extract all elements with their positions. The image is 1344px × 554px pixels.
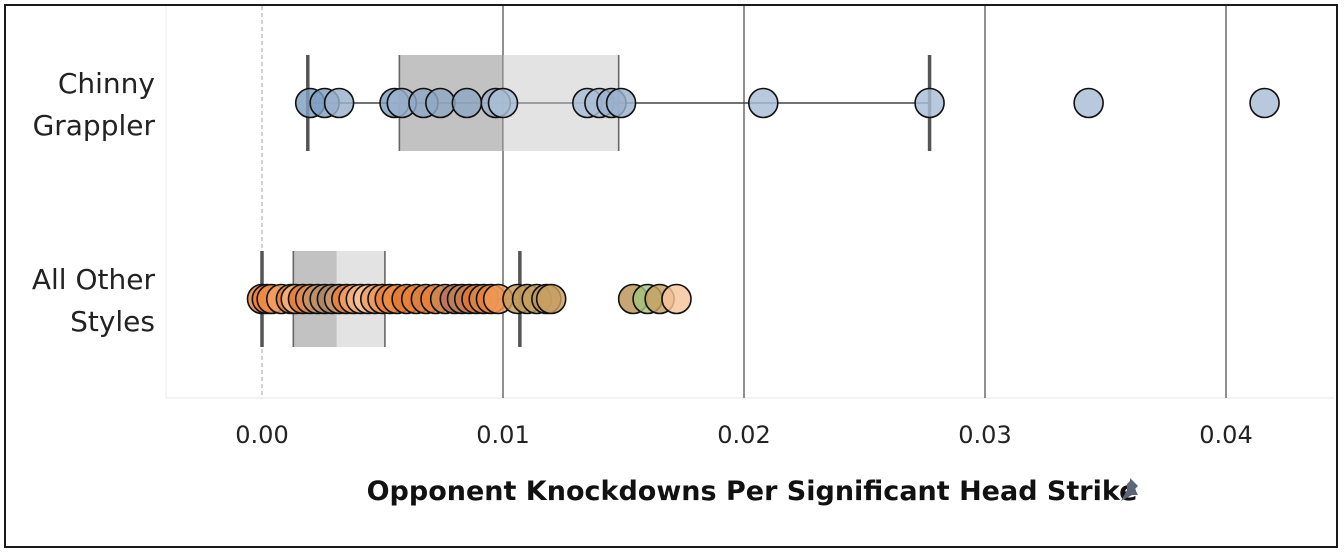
category-label-line: Chinny xyxy=(58,67,155,100)
category-label-line: Styles xyxy=(70,305,155,338)
data-point[interactable] xyxy=(605,87,637,119)
data-point[interactable] xyxy=(914,87,945,119)
category-label: All Other Styles xyxy=(32,263,156,338)
x-tick-label: 0.02 xyxy=(717,421,770,449)
category-label-line: All Other xyxy=(32,263,156,296)
pin-icon[interactable] xyxy=(1121,478,1138,501)
data-point[interactable] xyxy=(451,87,483,119)
chart-frame xyxy=(4,4,1338,548)
x-axis-title: Opponent Knockdowns Per Significant Head… xyxy=(367,476,1138,507)
data-point[interactable] xyxy=(535,283,567,315)
data-point[interactable] xyxy=(747,87,779,119)
data-point[interactable] xyxy=(661,283,692,315)
x-tick-label: 0.01 xyxy=(476,421,529,449)
data-point[interactable] xyxy=(425,87,456,119)
data-point[interactable] xyxy=(323,87,355,119)
category-labels: Chinny Grappler All Other Styles xyxy=(32,67,156,338)
x-tick-label: 0.04 xyxy=(1199,421,1252,449)
x-tick-labels: 0.00 0.01 0.02 0.03 0.04 xyxy=(235,421,1252,449)
data-point[interactable] xyxy=(1249,87,1280,119)
x-tick-label: 0.00 xyxy=(235,421,288,449)
x-tick-label: 0.03 xyxy=(958,421,1011,449)
category-label-line: Grappler xyxy=(33,109,156,142)
data-points xyxy=(246,87,1280,315)
data-point[interactable] xyxy=(1073,87,1104,119)
data-point[interactable] xyxy=(487,87,519,119)
category-label: Chinny Grappler xyxy=(33,67,156,142)
gridlines xyxy=(165,6,1334,399)
